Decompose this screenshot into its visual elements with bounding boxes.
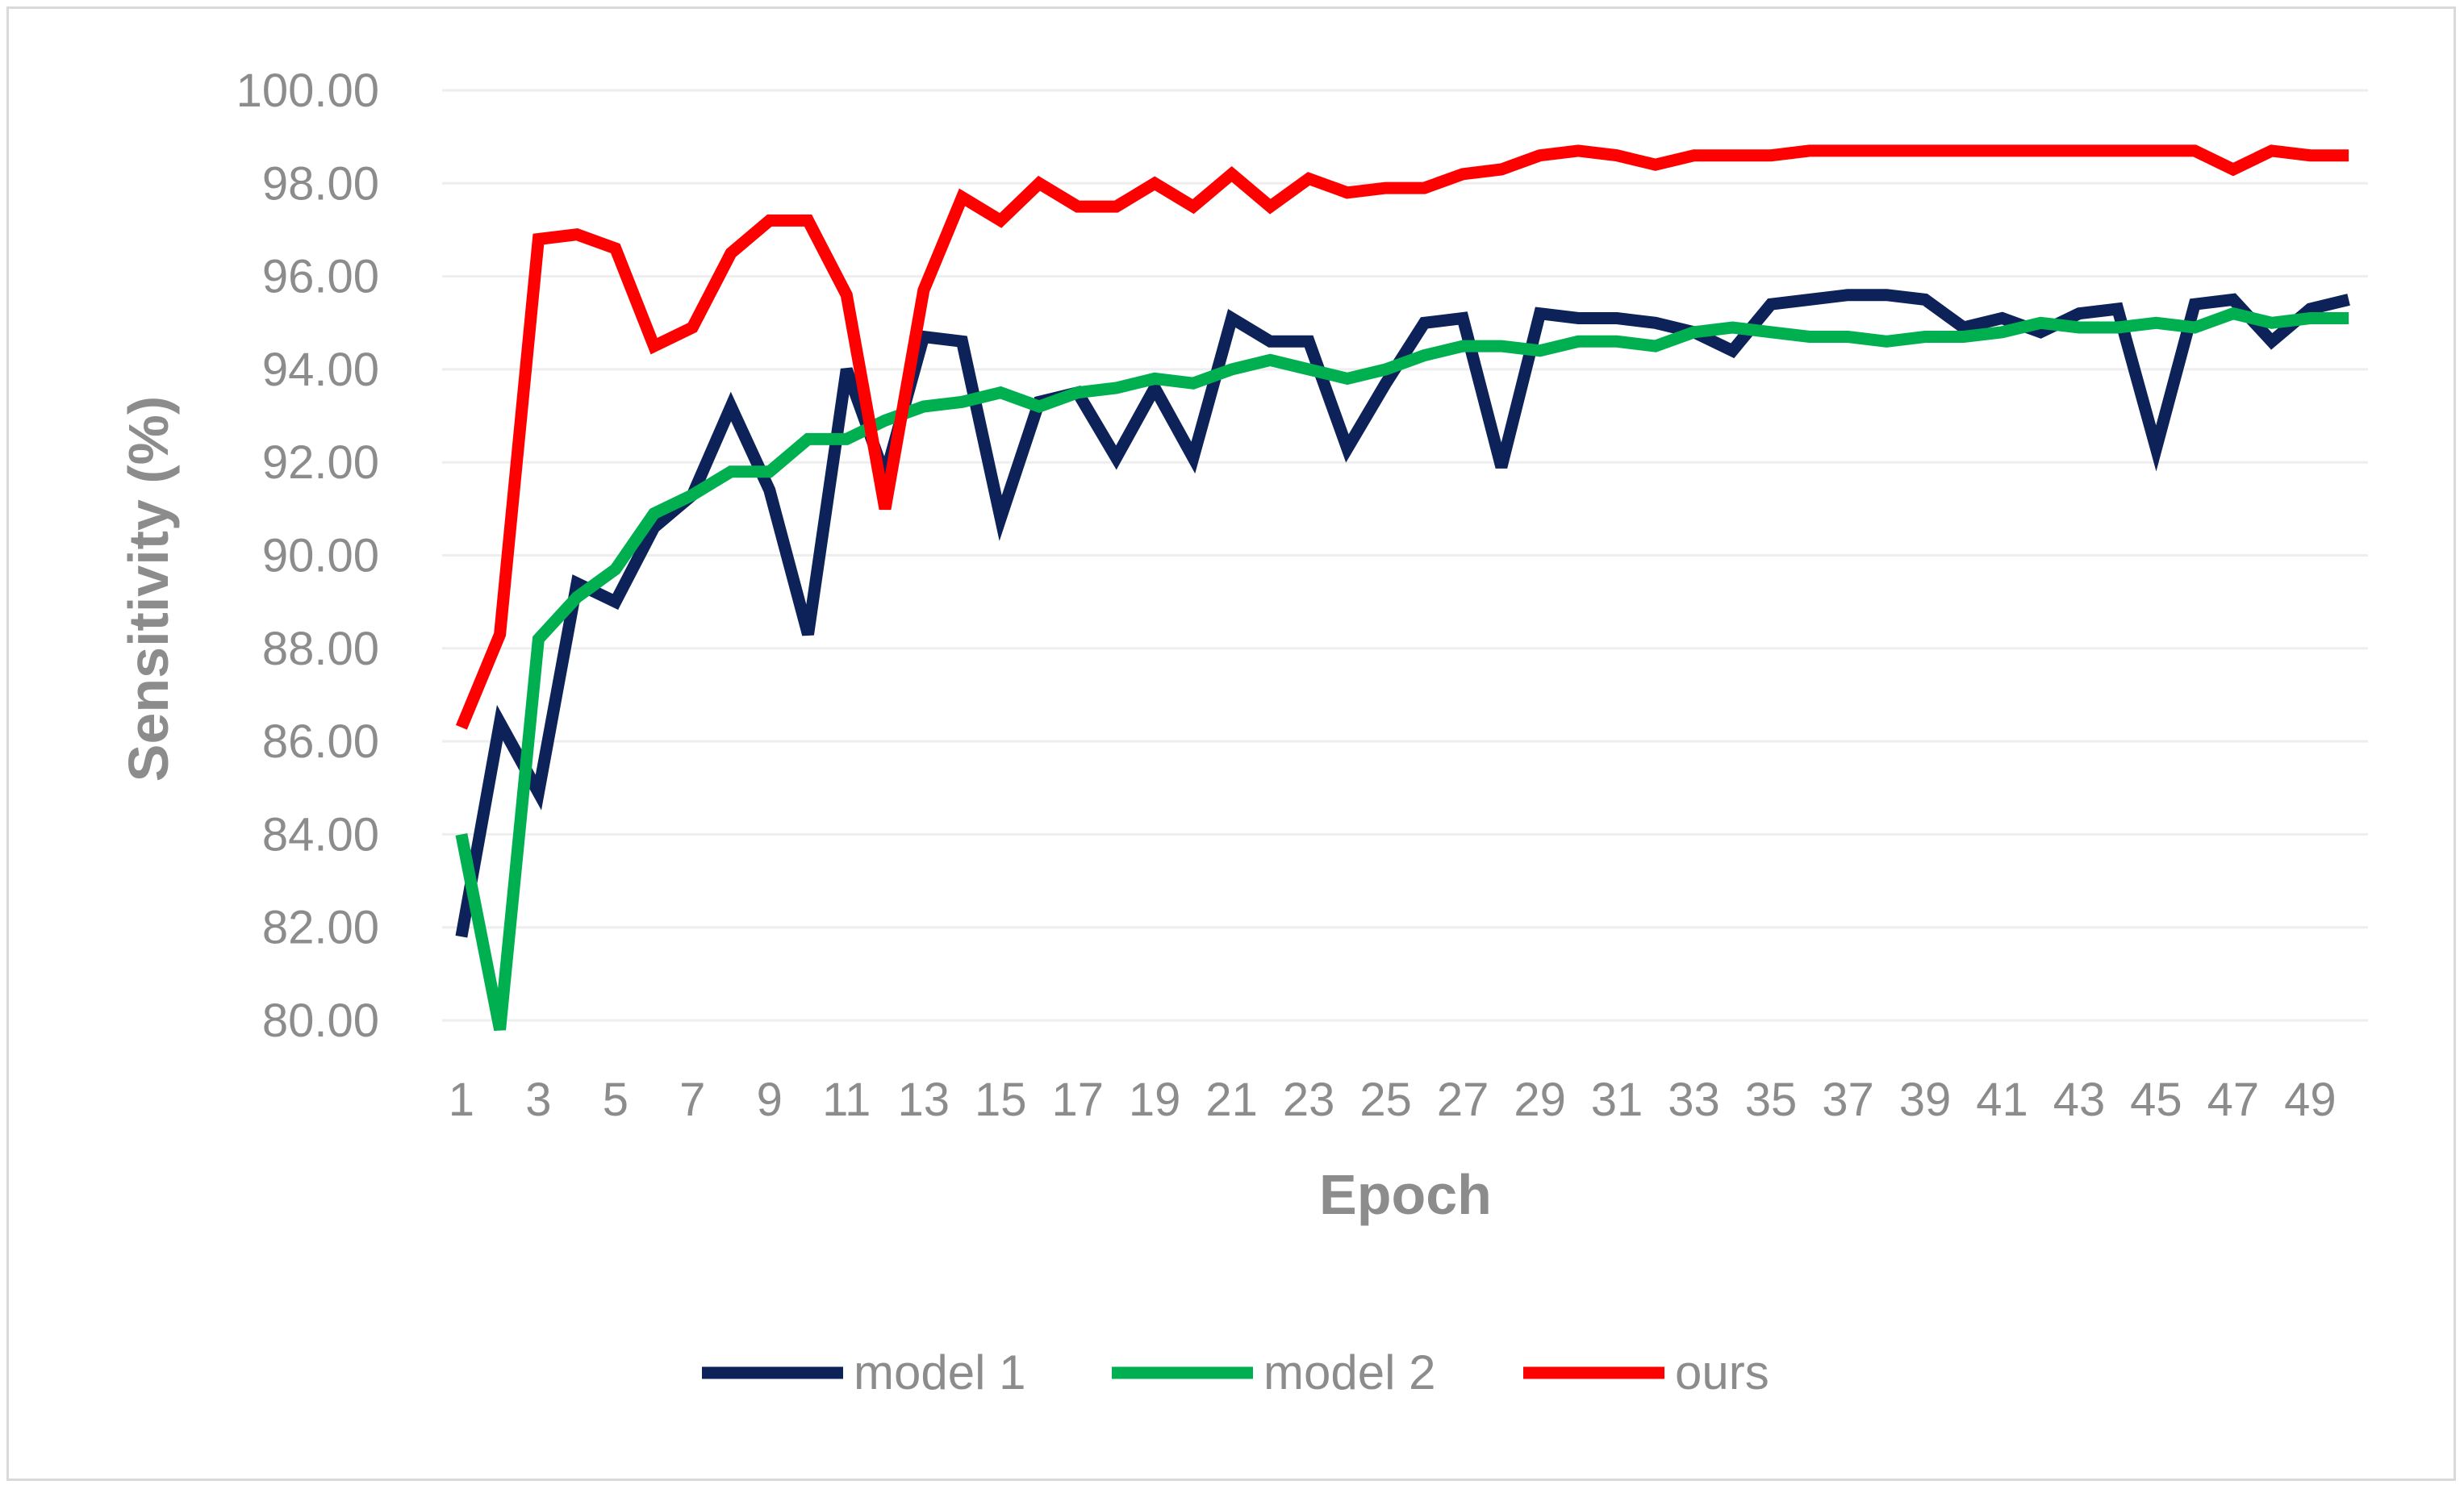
x-tick-label: 5 [603, 1074, 629, 1126]
y-axis-title: Sensitivity (%) [117, 396, 180, 782]
legend-label: ours [1675, 1345, 1769, 1399]
x-tick-label: 33 [1668, 1074, 1720, 1126]
x-tick-label: 19 [1129, 1074, 1181, 1126]
x-tick-label: 31 [1591, 1074, 1643, 1126]
x-tick-label: 29 [1514, 1074, 1566, 1126]
x-tick-label: 13 [897, 1074, 950, 1126]
x-tick-label: 37 [1822, 1074, 1874, 1126]
x-axis-ticks: 1 3 5 7 9 11 13 15 17 19 21 23 25 27 29 31 33 35 37 39 41 43 4… [449, 1074, 2337, 1126]
y-tick-label: 88.00 [262, 623, 379, 675]
x-tick-label: 49 [2284, 1074, 2337, 1126]
series-line-model-1 [455, 289, 2350, 938]
y-axis-ticks: 80.00 82.00 84.00 86.00 88.00 90.00 92.00 94.00… [236, 65, 379, 1047]
x-tick-label: 25 [1359, 1074, 1412, 1126]
x-tick-label: 7 [679, 1074, 705, 1126]
x-tick-label: 1 [449, 1074, 474, 1126]
x-tick-label: 45 [2130, 1074, 2182, 1126]
chart-frame [6, 6, 2456, 1481]
y-tick-label: 94.00 [262, 344, 379, 396]
x-tick-label: 35 [1745, 1074, 1798, 1126]
x-axis-title: Epoch [1319, 1163, 1492, 1226]
y-tick-label: 82.00 [262, 902, 379, 954]
legend-label: model 1 [854, 1345, 1025, 1399]
y-tick-label: 86.00 [262, 715, 379, 768]
x-tick-label: 21 [1205, 1074, 1258, 1126]
y-tick-label: 92.00 [262, 436, 379, 489]
x-tick-label: 41 [1976, 1074, 2028, 1126]
x-tick-label: 11 [822, 1074, 871, 1126]
y-tick-label: 96.00 [262, 251, 379, 303]
series-line-model-2 [455, 307, 2349, 1031]
series-line-ours [455, 144, 2349, 730]
x-tick-label: 43 [2053, 1074, 2106, 1126]
gridlines [442, 89, 2368, 1022]
x-tick-label: 39 [1899, 1074, 1952, 1126]
y-tick-label: 84.00 [262, 808, 379, 861]
x-tick-label: 17 [1051, 1074, 1104, 1126]
x-tick-label: 9 [757, 1074, 783, 1126]
x-tick-label: 47 [2207, 1074, 2260, 1126]
x-tick-label: 3 [525, 1074, 551, 1126]
y-tick-label: 90.00 [262, 530, 379, 582]
legend-label: model 2 [1263, 1345, 1435, 1399]
y-tick-label: 80.00 [262, 995, 379, 1047]
y-tick-label: 100.00 [236, 65, 379, 117]
series-lines [455, 144, 2350, 1031]
x-tick-label: 23 [1283, 1074, 1335, 1126]
y-tick-label: 98.00 [262, 157, 379, 210]
x-tick-label: 15 [975, 1074, 1027, 1126]
x-tick-label: 27 [1437, 1074, 1489, 1126]
legend: model 1 model 2 ours [702, 1345, 1769, 1399]
